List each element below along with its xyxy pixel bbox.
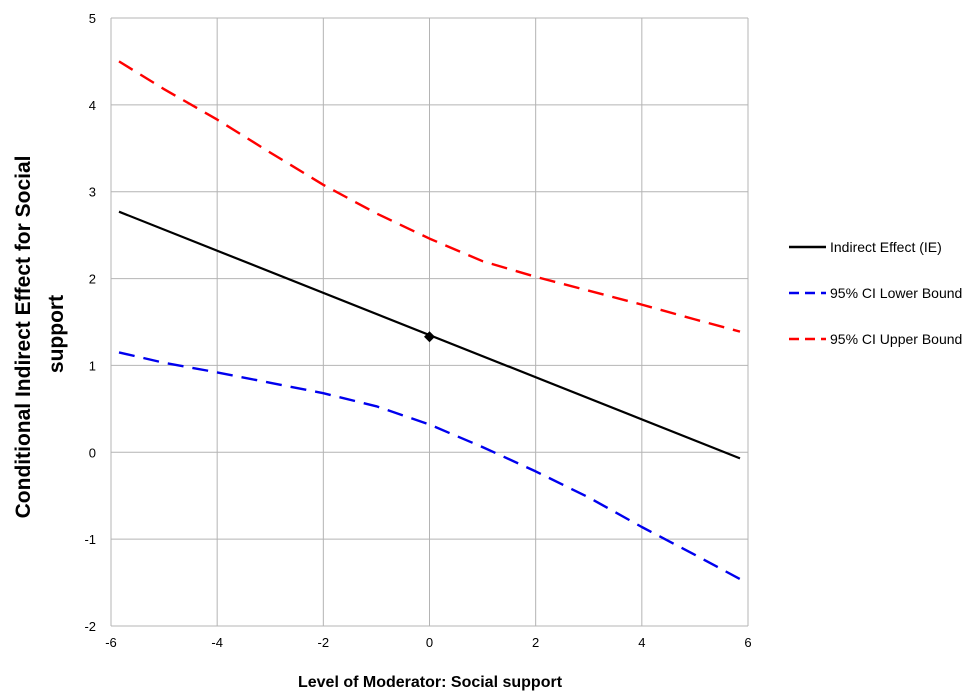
- y-tick-label: 3: [89, 185, 96, 200]
- ie-diamond-marker: [424, 331, 435, 343]
- x-tick-label: 4: [638, 635, 645, 650]
- series-line-2: [118, 60, 741, 333]
- y-tick-labels: -2 -1 0 1 2 3 4 5: [84, 11, 96, 634]
- legend-label-2: 95% CI Upper Bound: [830, 331, 962, 347]
- legend-label-1: 95% CI Lower Bound: [830, 285, 962, 301]
- legend: Indirect Effect (IE) 95% CI Lower Bound 95…: [789, 239, 962, 347]
- x-tick-label: -4: [211, 635, 223, 650]
- y-tick-label: -2: [84, 619, 96, 634]
- y-tick-label: -1: [84, 532, 96, 547]
- x-tick-label: 2: [532, 635, 539, 650]
- y-axis-title-line-1: Conditional Indirect Effect for Social: [12, 155, 35, 518]
- y-tick-label: 2: [89, 272, 96, 287]
- y-axis-title: Conditional Indirect Effect for Social s…: [12, 150, 68, 519]
- y-tick-label: 5: [89, 11, 96, 26]
- marker-layer: [424, 331, 435, 343]
- legend-label-0: Indirect Effect (IE): [830, 239, 942, 255]
- x-tick-label: -6: [105, 635, 117, 650]
- y-axis-title-line-2: support: [45, 295, 68, 373]
- y-tick-label: 4: [89, 98, 96, 113]
- x-tick-label: 0: [426, 635, 433, 650]
- y-tick-label: 1: [89, 358, 96, 373]
- x-tick-label: -2: [318, 635, 330, 650]
- series-line-1: [118, 351, 741, 581]
- x-tick-label: 6: [744, 635, 751, 650]
- y-tick-label: 0: [89, 445, 96, 460]
- x-axis-title: Level of Moderator: Social support: [298, 674, 563, 691]
- grid: [110, 17, 749, 627]
- x-tick-labels: -6 -4 -2 0 2 4 6: [105, 635, 751, 650]
